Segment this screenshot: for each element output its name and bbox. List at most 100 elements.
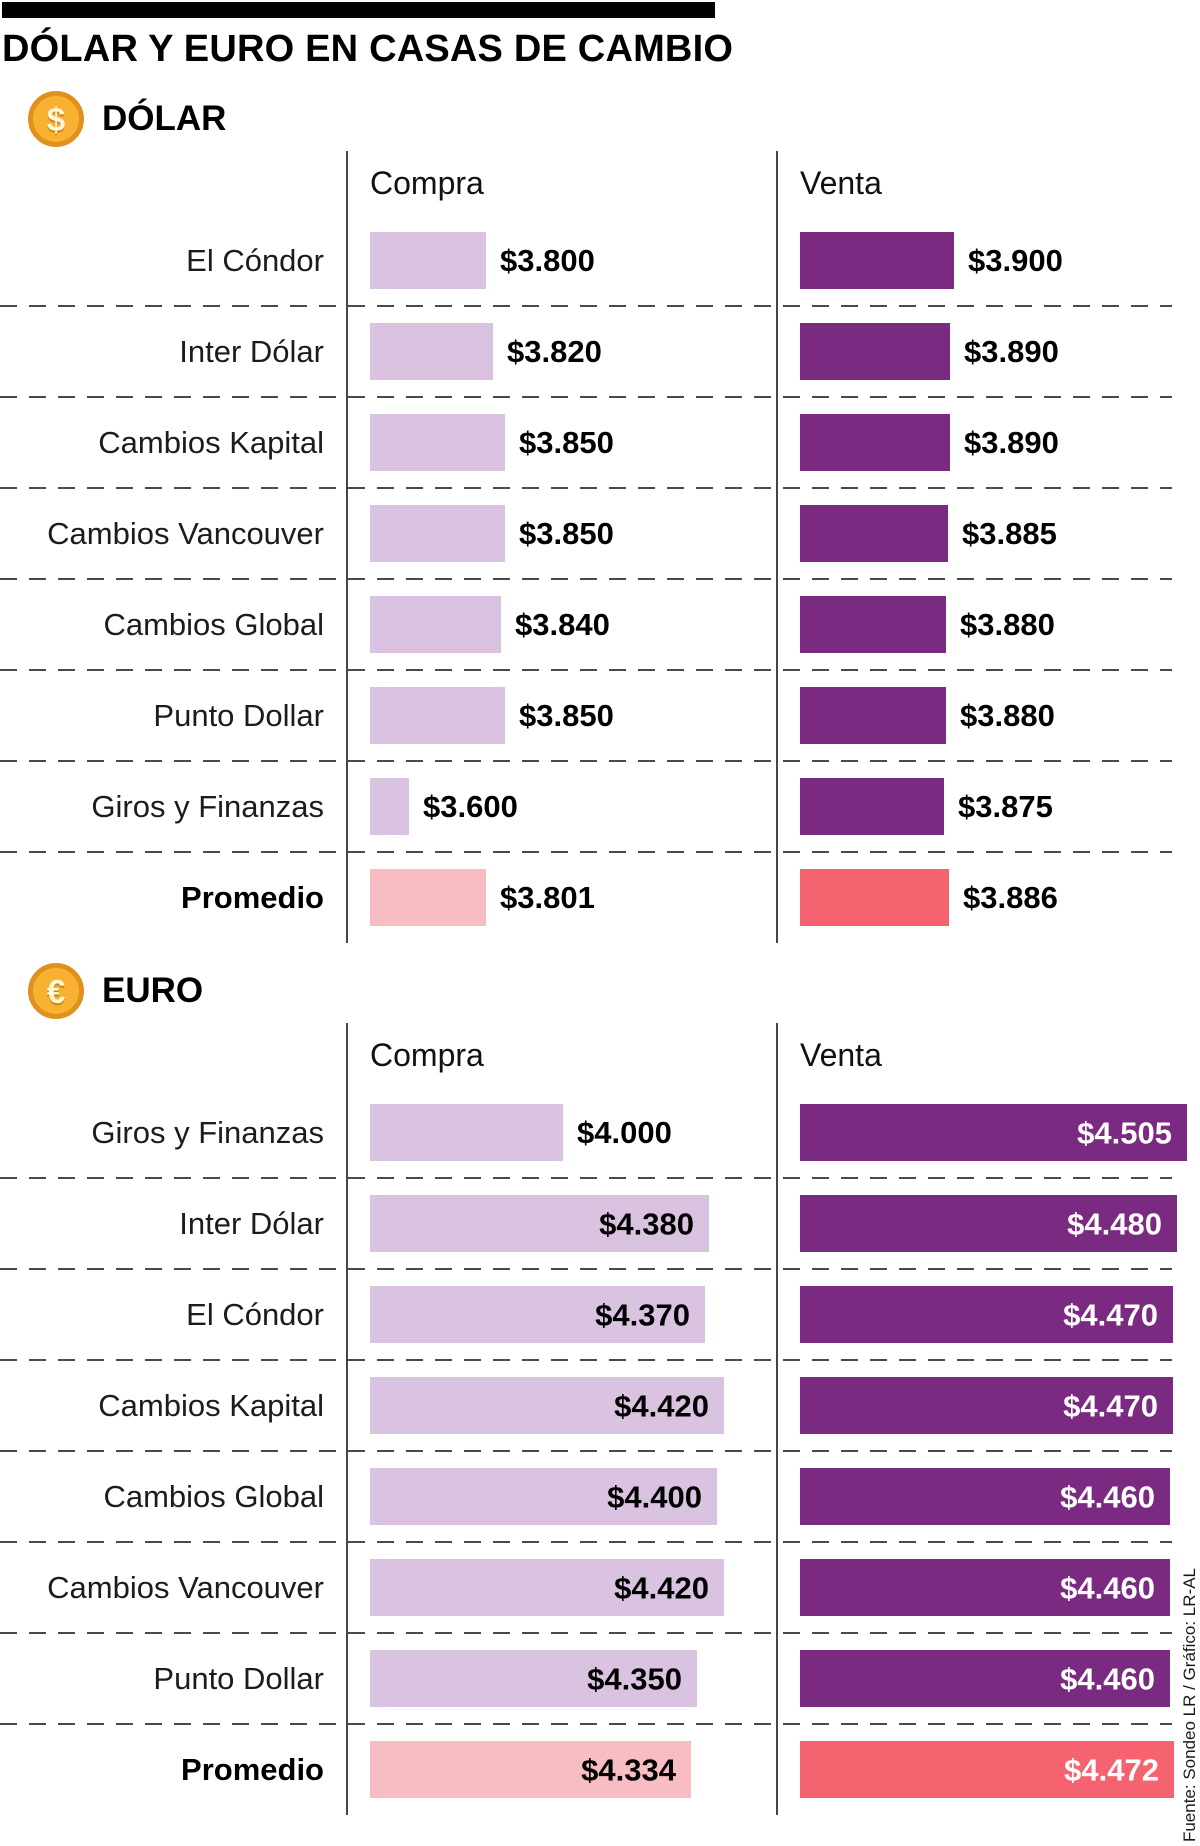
value-label: $3.890	[964, 334, 1059, 369]
venta-bar-cell: $3.886	[776, 852, 1200, 943]
compra-bar	[370, 232, 486, 289]
compra-bar-cell: $3.840	[346, 579, 776, 670]
venta-bar-cell: $3.890	[776, 397, 1200, 488]
exchange-house-label: El Cóndor	[186, 1296, 324, 1332]
venta-bar: $4.480	[800, 1195, 1177, 1252]
chart-row: Cambios Kapital $3.850 $3.890	[0, 397, 1200, 489]
average-row: Promedio $4.334 $4.472	[0, 1724, 1200, 1815]
venta-bar: $4.472	[800, 1741, 1174, 1798]
venta-bar: $4.460	[800, 1650, 1170, 1707]
value-label: $4.470	[1063, 1297, 1158, 1332]
euro-section-title: EURO	[102, 971, 204, 1010]
compra-bar-cell: $3.850	[346, 488, 776, 579]
venta-bar	[800, 778, 944, 835]
venta-bar	[800, 869, 949, 926]
title-rule	[2, 2, 715, 18]
value-label: $4.505	[1077, 1115, 1172, 1150]
venta-bar: $4.505	[800, 1104, 1187, 1161]
value-label: $4.334	[581, 1752, 676, 1787]
compra-bar-cell: $3.850	[346, 670, 776, 761]
exchange-house-label: Promedio	[181, 1751, 324, 1787]
venta-bar	[800, 596, 946, 653]
venta-bar	[800, 414, 950, 471]
value-label: $3.850	[519, 698, 614, 733]
compra-column-header: Compra	[346, 151, 776, 215]
exchange-house-label: Cambios Global	[103, 606, 324, 642]
compra-bar	[370, 1104, 563, 1161]
venta-bar-cell: $4.472	[776, 1724, 1200, 1815]
compra-bar: $4.400	[370, 1468, 717, 1525]
chart-row: Cambios Global $4.400 $4.460	[0, 1451, 1200, 1543]
venta-bar: $4.460	[800, 1468, 1170, 1525]
exchange-house-label: Inter Dólar	[179, 1205, 324, 1241]
compra-bar	[370, 414, 505, 471]
euro-glyph: €	[46, 972, 66, 1010]
value-label: $3.885	[962, 516, 1057, 551]
value-label: $3.820	[507, 334, 602, 369]
header-spacer	[0, 151, 346, 215]
value-label: $4.460	[1060, 1661, 1155, 1696]
exchange-house-label: Punto Dollar	[153, 697, 324, 733]
exchange-house-label: Inter Dólar	[179, 333, 324, 369]
value-label: $3.801	[500, 880, 595, 915]
compra-bar: $4.334	[370, 1741, 691, 1798]
venta-bar-cell: $4.460	[776, 1633, 1200, 1724]
compra-bar-cell: $3.600	[346, 761, 776, 852]
chart-row: El Cóndor $4.370 $4.470	[0, 1269, 1200, 1361]
compra-bar-cell: $3.801	[346, 852, 776, 943]
chart-row: Punto Dollar $4.350 $4.460	[0, 1633, 1200, 1725]
value-label: $4.472	[1064, 1752, 1159, 1787]
value-label: $3.800	[500, 243, 595, 278]
chart-row: Giros y Finanzas $3.600 $3.875	[0, 761, 1200, 853]
dollar-coin-icon: $	[28, 91, 84, 147]
venta-bar-cell: $4.460	[776, 1451, 1200, 1542]
value-label: $3.880	[960, 607, 1055, 642]
value-label: $3.890	[964, 425, 1059, 460]
value-label: $4.380	[599, 1206, 694, 1241]
compra-bar-cell: $4.380	[346, 1178, 776, 1269]
dolar-chart: Compra Venta El Cóndor $3.800 $3.900 Inter …	[0, 151, 1200, 943]
compra-bar-cell: $4.000	[346, 1087, 776, 1178]
euro-section-header: € EURO	[28, 963, 1200, 1019]
venta-column-header: Venta	[776, 151, 1200, 215]
chart-row: Cambios Vancouver $4.420 $4.460	[0, 1542, 1200, 1634]
chart-row: Cambios Vancouver $3.850 $3.885	[0, 488, 1200, 580]
value-label: $3.840	[515, 607, 610, 642]
compra-bar	[370, 596, 501, 653]
compra-bar	[370, 778, 409, 835]
column-header-row: Compra Venta	[0, 151, 1200, 215]
compra-bar-cell: $4.400	[346, 1451, 776, 1542]
exchange-house-label: Cambios Kapital	[98, 1387, 324, 1423]
value-label: $3.600	[423, 789, 518, 824]
compra-bar: $4.380	[370, 1195, 709, 1252]
value-label: $4.460	[1060, 1479, 1155, 1514]
exchange-house-label: Promedio	[181, 879, 324, 915]
dolar-section: $ DÓLAR Compra Venta El Cóndor $3.800 $3.9…	[0, 91, 1200, 943]
euro-section: € EURO Compra Venta Giros y Finanzas $4.0…	[0, 963, 1200, 1815]
compra-bar	[370, 323, 493, 380]
venta-bar-cell: $4.470	[776, 1269, 1200, 1360]
header-spacer	[0, 1023, 346, 1087]
compra-bar-cell: $4.350	[346, 1633, 776, 1724]
value-label: $4.350	[587, 1661, 682, 1696]
venta-bar	[800, 232, 954, 289]
venta-bar: $4.470	[800, 1377, 1173, 1434]
column-header-row: Compra Venta	[0, 1023, 1200, 1087]
chart-row: Inter Dólar $3.820 $3.890	[0, 306, 1200, 398]
euro-chart: Compra Venta Giros y Finanzas $4.000 $4.50…	[0, 1023, 1200, 1815]
compra-bar	[370, 505, 505, 562]
exchange-house-label: Giros y Finanzas	[91, 788, 324, 824]
compra-bar	[370, 869, 486, 926]
value-label: $4.460	[1060, 1570, 1155, 1605]
venta-bar-cell: $3.880	[776, 670, 1200, 761]
value-label: $3.850	[519, 516, 614, 551]
chart-row: Cambios Kapital $4.420 $4.470	[0, 1360, 1200, 1452]
venta-column-header: Venta	[776, 1023, 1200, 1087]
venta-bar-cell: $3.885	[776, 488, 1200, 579]
venta-bar-cell: $3.880	[776, 579, 1200, 670]
page-title: DÓLAR Y EURO EN CASAS DE CAMBIO	[2, 28, 734, 70]
chart-row: Punto Dollar $3.850 $3.880	[0, 670, 1200, 762]
euro-coin-icon: €	[28, 963, 84, 1019]
chart-row: Cambios Global $3.840 $3.880	[0, 579, 1200, 671]
compra-bar-cell: $3.800	[346, 215, 776, 306]
